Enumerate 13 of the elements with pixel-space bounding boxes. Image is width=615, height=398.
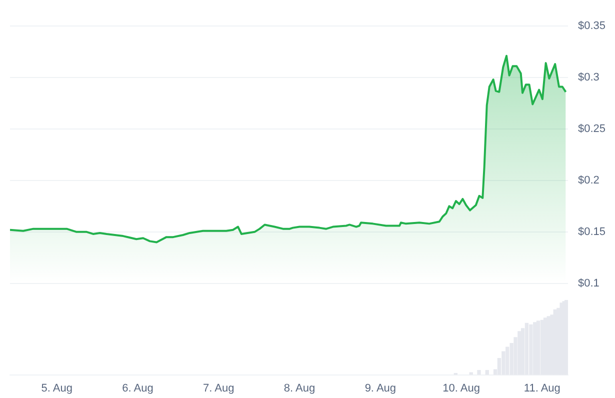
x-tick-label: 10. Aug	[442, 382, 480, 394]
y-tick-label: $0.15	[578, 226, 606, 238]
y-tick-label: $0.2	[578, 174, 600, 186]
x-tick-label: 5. Aug	[41, 382, 72, 394]
x-tick-label: 7. Aug	[203, 382, 234, 394]
y-tick-label: $0.3	[578, 72, 600, 84]
x-tick-label: 6. Aug	[122, 382, 154, 394]
x-tick-label: 8. Aug	[284, 382, 316, 394]
y-tick-label: $0.25	[578, 122, 606, 135]
y-tick-label: $0.35	[578, 20, 606, 32]
y-tick-label: $0.1	[578, 277, 600, 290]
x-tick-label: 9. Aug	[364, 382, 396, 394]
x-tick-label: 11. Aug	[524, 382, 560, 394]
